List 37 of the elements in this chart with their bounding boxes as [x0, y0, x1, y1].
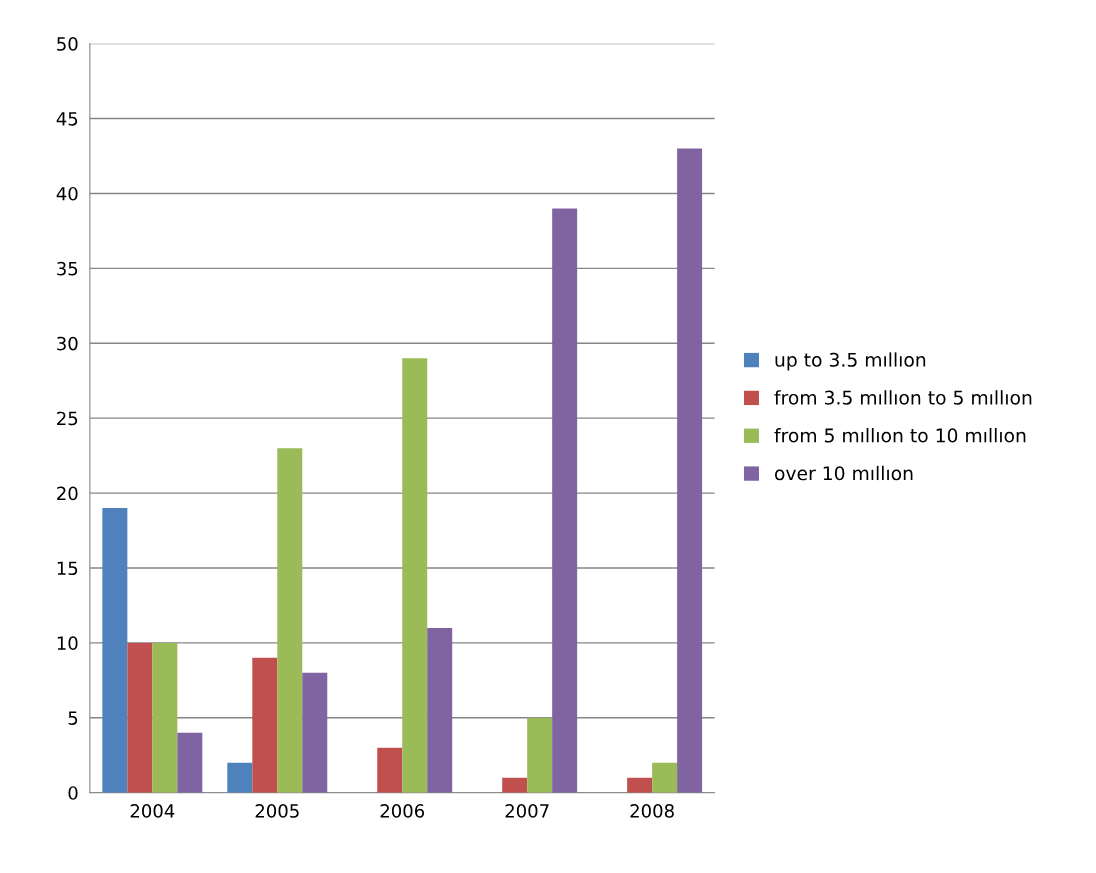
bar: [627, 777, 653, 793]
x-tick-label: 2008: [630, 804, 674, 818]
y-tick-label: 20: [57, 486, 78, 501]
bar: [152, 642, 178, 793]
x-tick-label: 2007: [505, 804, 549, 818]
y-tick-label: 40: [56, 186, 78, 201]
y-tick-label: 10: [57, 636, 78, 650]
y-tick-label: 0: [68, 786, 78, 800]
bar: [277, 448, 303, 793]
bar: [677, 148, 703, 793]
bar: [527, 717, 553, 793]
bar: [427, 627, 453, 793]
y-tick-label: 45: [56, 112, 78, 126]
legend-label: over 10 mıllıon: [775, 465, 913, 481]
y-tick-label: 35: [57, 261, 78, 276]
bar: [102, 508, 128, 793]
y-tick-label: 30: [57, 336, 78, 351]
legend-label: up to 3.5 mıllıon: [775, 352, 926, 371]
y-tick-label: 5: [68, 711, 78, 725]
bar: [552, 208, 578, 793]
bar: [302, 672, 328, 793]
x-tick-label: 2004: [130, 804, 175, 818]
bar: [127, 642, 153, 793]
bar: [252, 657, 278, 793]
bar: [377, 747, 403, 793]
y-tick-label: 15: [57, 561, 78, 576]
y-tick-label: 50: [57, 37, 78, 51]
x-tick-label: 2005: [255, 804, 299, 818]
bar: [502, 777, 528, 793]
y-tick-label: 25: [57, 411, 78, 426]
legend-label: from 3.5 mıllıon to 5 mıllıon: [774, 390, 1032, 405]
bar: [177, 732, 203, 793]
bar: [402, 358, 428, 793]
x-tick-label: 2006: [380, 804, 425, 818]
bar: [652, 762, 678, 793]
bar: [227, 762, 253, 793]
legend-label: from 5 mıllıon to 10 mıllıon: [774, 428, 1026, 443]
